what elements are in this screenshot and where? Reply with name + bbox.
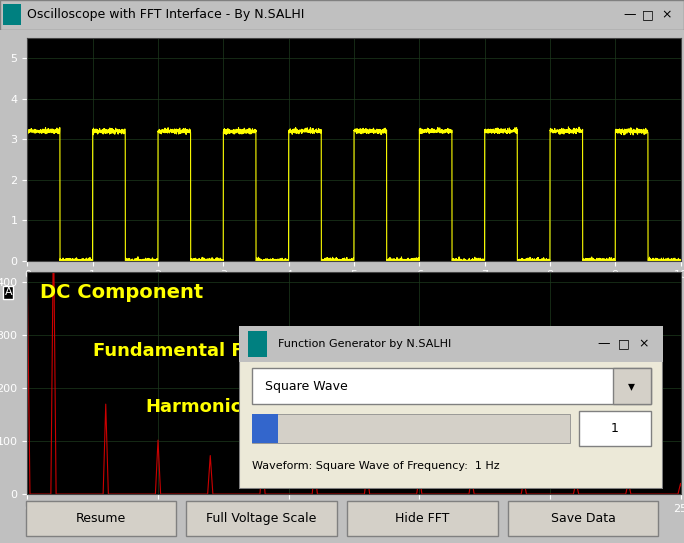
FancyBboxPatch shape <box>347 502 497 535</box>
Text: DC Component: DC Component <box>40 283 204 302</box>
Text: Function Generator by N.SALHI: Function Generator by N.SALHI <box>278 339 451 349</box>
Text: —: — <box>623 9 635 21</box>
Text: Fundamental Frequency: Fundamental Frequency <box>93 342 336 361</box>
FancyBboxPatch shape <box>579 411 650 446</box>
Text: Save Data: Save Data <box>551 512 616 525</box>
Text: ▾: ▾ <box>628 379 635 393</box>
Text: ×: × <box>639 337 649 350</box>
Text: □: □ <box>618 337 630 350</box>
Bar <box>3 4 21 26</box>
Text: Hide FFT: Hide FFT <box>395 512 449 525</box>
Text: Harmonics: Harmonics <box>145 398 252 416</box>
Text: Oscilloscope with FFT Interface - By N.SALHI: Oscilloscope with FFT Interface - By N.S… <box>27 9 305 21</box>
Text: Waveform: Square Wave of Frequency:  1 Hz: Waveform: Square Wave of Frequency: 1 Hz <box>252 461 500 471</box>
FancyBboxPatch shape <box>25 502 176 535</box>
FancyBboxPatch shape <box>239 326 663 489</box>
Text: Square Wave: Square Wave <box>265 380 347 393</box>
Text: Full Voltage Scale: Full Voltage Scale <box>207 512 317 525</box>
FancyBboxPatch shape <box>252 414 570 443</box>
Text: 1: 1 <box>611 422 618 435</box>
Text: —: — <box>598 337 610 350</box>
Text: Resume: Resume <box>76 512 126 525</box>
FancyBboxPatch shape <box>508 502 658 535</box>
FancyBboxPatch shape <box>0 0 684 30</box>
FancyBboxPatch shape <box>613 368 650 404</box>
Bar <box>248 331 267 357</box>
Text: A: A <box>5 287 12 298</box>
FancyBboxPatch shape <box>252 368 650 404</box>
FancyBboxPatch shape <box>252 414 278 443</box>
FancyBboxPatch shape <box>239 326 663 362</box>
FancyBboxPatch shape <box>186 502 337 535</box>
Text: □: □ <box>642 9 654 21</box>
Text: ×: × <box>661 9 672 21</box>
